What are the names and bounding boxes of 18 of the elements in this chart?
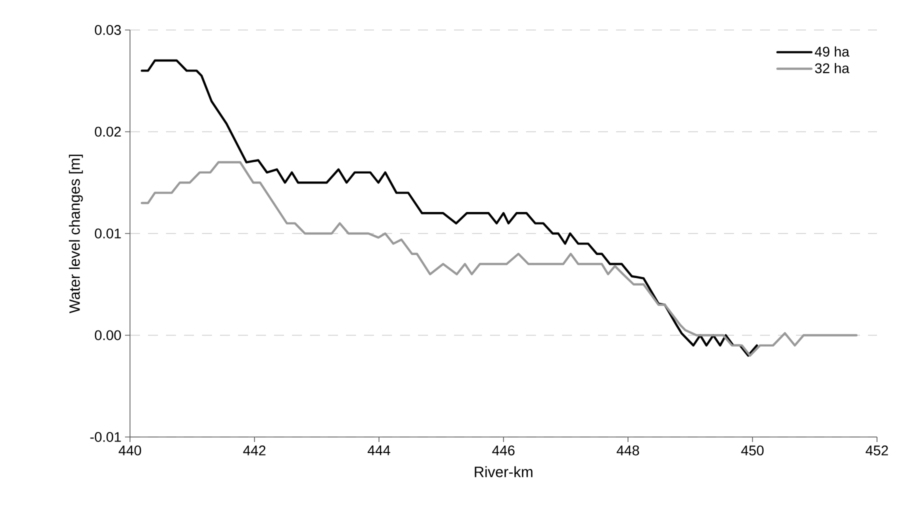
y-tick-label: 0.01 bbox=[94, 228, 121, 238]
x-tick-label: 442 bbox=[243, 446, 266, 456]
y-tick-label: 0.02 bbox=[94, 126, 121, 137]
x-tick-label: 452 bbox=[866, 446, 888, 456]
legend-label: 32 ha bbox=[815, 62, 850, 74]
y-tick-label: 0.00 bbox=[94, 330, 121, 340]
line-series bbox=[140, 161, 858, 357]
x-tick-label: 440 bbox=[118, 446, 142, 456]
y-axis-title: Water level changes [m] bbox=[68, 154, 83, 314]
y-tick-label: 0.03 bbox=[94, 25, 121, 35]
x-tick-label: 444 bbox=[368, 446, 390, 456]
x-axis-title: River-km bbox=[474, 466, 532, 478]
x-tick-label: 446 bbox=[492, 446, 515, 456]
y-tick-label: -0.01 bbox=[90, 432, 121, 442]
x-tick-label: 448 bbox=[616, 446, 640, 456]
line-series bbox=[140, 59, 758, 357]
x-tick-label: 450 bbox=[741, 446, 764, 456]
legend-label: 49 ha bbox=[814, 46, 850, 57]
